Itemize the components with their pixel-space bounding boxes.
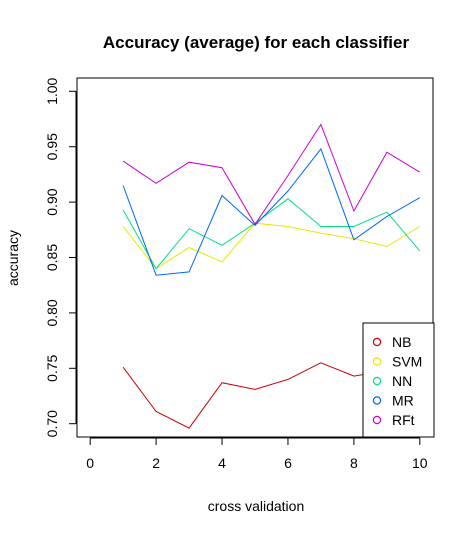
legend-marker-nn	[372, 376, 382, 386]
legend-label-svm: SVM	[392, 354, 422, 370]
legend-label-nn: NN	[392, 373, 412, 389]
legend-marker-mr	[372, 396, 382, 405]
y-tick-label: 0.70	[44, 410, 60, 437]
y-tick-label: 0.80	[44, 299, 60, 326]
series-line-nn	[122, 198, 421, 270]
y-tick-label: 0.95	[44, 133, 60, 160]
x-tick-label: 4	[218, 455, 226, 471]
legend-marker-svm	[372, 357, 382, 366]
x-tick-label: 6	[284, 455, 292, 471]
legend-label-rft: RFt	[392, 412, 415, 428]
x-axis: 0 2 4 6 8 10	[86, 437, 428, 471]
y-axis: 0.70 0.75 0.80 0.85 0.90 0.95 1.00	[44, 77, 77, 437]
x-tick-label: 0	[86, 455, 94, 471]
y-axis-label: accuracy	[5, 230, 21, 286]
x-tick-label: 8	[350, 455, 358, 471]
legend-box	[362, 322, 435, 438]
x-tick-label: 2	[152, 455, 160, 471]
y-tick-label: 0.85	[44, 244, 60, 271]
plot-area	[76, 77, 434, 438]
legend: NB SVM NN MR RFt	[362, 322, 435, 438]
x-tick-label: 10	[412, 455, 428, 471]
legend-label-nb: NB	[392, 334, 411, 350]
legend-marker-nb	[372, 337, 382, 347]
y-tick-label: 0.75	[44, 354, 60, 381]
series-line-mr	[122, 147, 421, 276]
legend-label-mr: MR	[392, 393, 414, 409]
y-tick-label: 1.00	[44, 77, 60, 104]
y-tick-label: 0.90	[44, 188, 60, 215]
series-lines	[122, 123, 421, 429]
series-line-svm	[122, 222, 421, 270]
x-axis-label: cross validation	[208, 498, 305, 514]
legend-marker-rft	[372, 415, 382, 425]
series-line-rft	[122, 123, 421, 226]
chart-title: Accuracy (average) for each classifier	[103, 33, 410, 52]
